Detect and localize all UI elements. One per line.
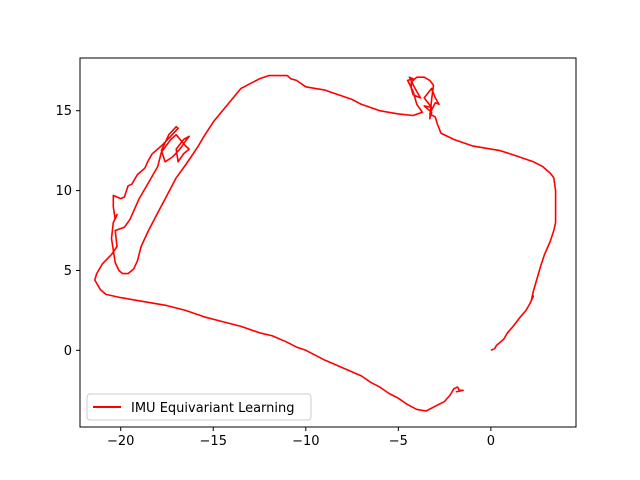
x-tick-label: −15 [200,434,227,449]
plot-background [80,58,576,427]
x-tick-label: −20 [107,434,134,449]
x-tick-label: −5 [389,434,408,449]
legend-label: IMU Equivariant Learning [131,401,295,416]
y-axis: 0 5 10 15 [55,104,80,359]
y-tick-label: 0 [64,344,72,359]
legend: IMU Equivariant Learning [86,393,312,421]
x-axis: −20 −15 −10 −5 0 [107,427,495,449]
plot-frame [79,57,577,428]
x-tick-label: −10 [292,434,319,449]
legend-box [86,393,312,421]
y-tick-label: 15 [55,104,72,119]
y-tick-label: 5 [64,264,72,279]
series-layer [94,74,557,412]
x-tick-label: 0 [487,434,495,449]
y-tick-label: 10 [55,184,72,199]
series-line-0 [94,74,557,412]
